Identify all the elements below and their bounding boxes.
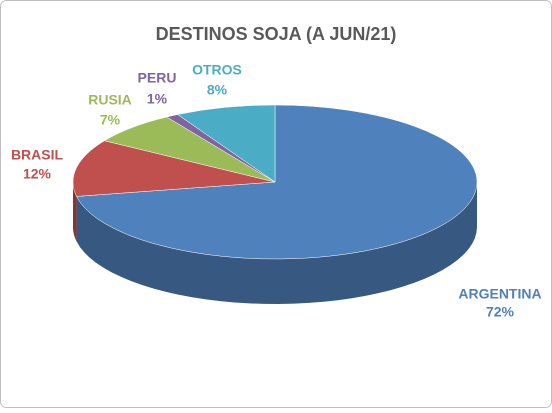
chart-title: DESTINOS SOJA (A JUN/21): [156, 24, 397, 44]
value-label: 8%: [207, 82, 228, 98]
slice: [76, 104, 478, 260]
slice: [177, 104, 276, 183]
slice-label: ARGENTINA: [458, 286, 541, 302]
slice-label: OTROS: [192, 62, 242, 78]
slice-label: PERU: [138, 70, 177, 86]
pie-sides: [73, 182, 477, 304]
slice-label: BRASIL: [11, 147, 64, 163]
slice-side: [73, 182, 77, 242]
data-labels: ARGENTINA 72% BRASIL 12% RUSIA 7% PERU 1% OTROS 8…: [11, 62, 542, 320]
value-label: 7%: [100, 112, 121, 128]
value-label: 72%: [486, 304, 515, 320]
slice: [72, 140, 276, 197]
slice-side: [76, 182, 477, 304]
value-label: 1%: [147, 91, 168, 107]
value-label: 12%: [23, 166, 52, 182]
pie-tops: [72, 104, 478, 260]
slice-label: RUSIA: [88, 92, 132, 108]
